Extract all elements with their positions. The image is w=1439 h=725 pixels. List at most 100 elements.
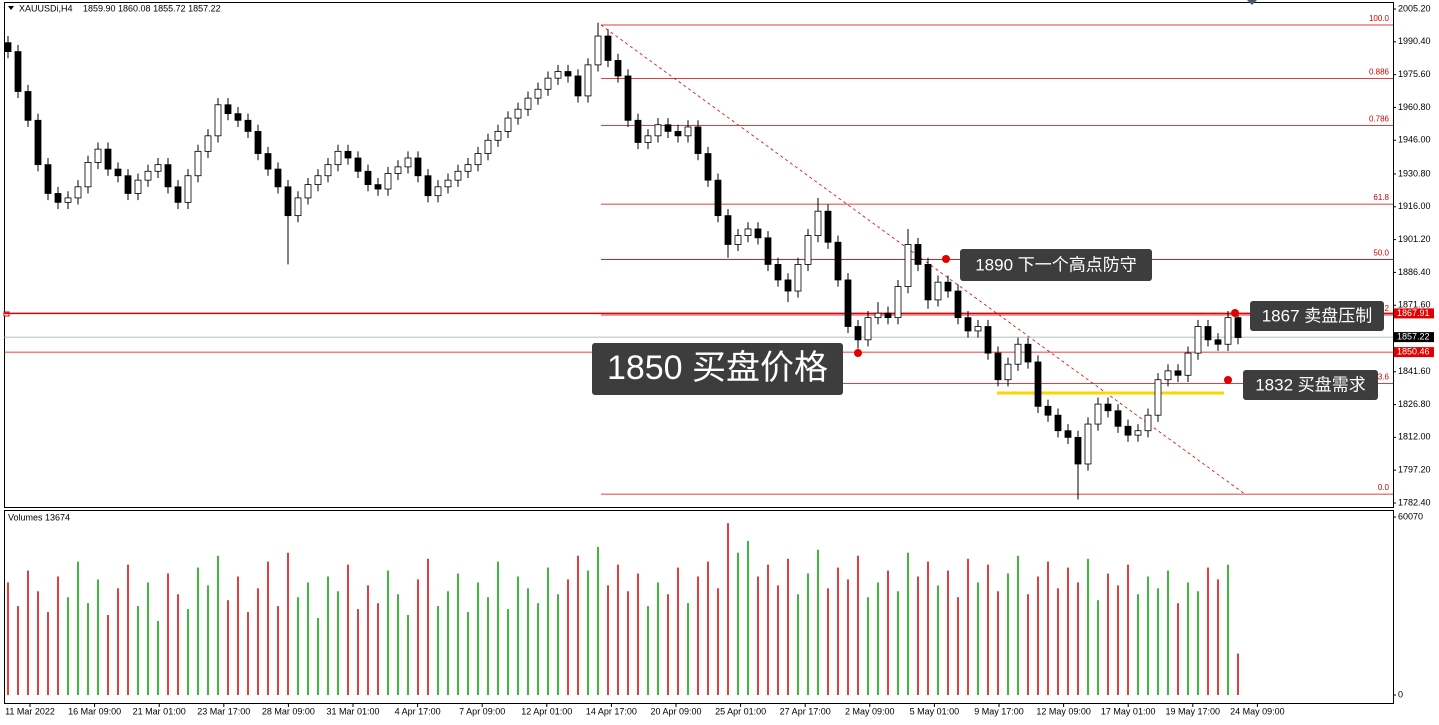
x-tick-label: 14 Apr 17:00 — [586, 706, 637, 716]
candle-body — [434, 186, 442, 197]
candle-body — [734, 235, 742, 245]
candle-body — [1224, 317, 1232, 345]
candle-body — [664, 124, 672, 132]
candle-body — [184, 175, 192, 203]
candle-body — [454, 170, 462, 181]
candle-body — [774, 264, 782, 281]
y-tick-label: 1990.40 — [1398, 36, 1431, 46]
annotation-box — [592, 343, 843, 395]
candle-body — [904, 244, 912, 287]
candle-body — [624, 75, 632, 121]
x-tick-label: 23 Mar 17:00 — [197, 706, 250, 716]
candle-body — [654, 124, 662, 137]
candle-body — [974, 326, 982, 332]
candle-body — [1154, 379, 1162, 416]
x-tick-label: 12 Apr 01:00 — [521, 706, 572, 716]
x-tick-label: 16 Mar 09:00 — [68, 706, 121, 716]
candle-body — [894, 286, 902, 319]
annotation-dot — [942, 255, 950, 263]
annotation-text: 1850 买盘价格 — [607, 349, 828, 387]
candle-body — [504, 117, 512, 132]
candle-body — [1144, 414, 1152, 432]
candle-body — [74, 186, 82, 199]
y-tick-label: 1916.00 — [1398, 201, 1431, 211]
candle-body — [264, 153, 272, 170]
candle-body — [4, 42, 12, 52]
candle-body — [334, 150, 342, 166]
candle-body — [1104, 403, 1112, 412]
candle-body — [514, 108, 522, 119]
candle-body — [604, 35, 612, 61]
candle-body — [1134, 430, 1142, 436]
candle-body — [844, 279, 852, 327]
annotation-box — [1243, 370, 1378, 400]
candle-body — [684, 126, 692, 137]
candle-body — [574, 75, 582, 97]
x-tick-label: 31 Mar 01:00 — [326, 706, 379, 716]
fib-label: 0.886 — [1369, 68, 1390, 77]
candle-body — [1044, 405, 1052, 416]
y-tick-label: 2005.20 — [1398, 3, 1431, 13]
price-tag-label: 1850.46 — [1397, 346, 1430, 356]
y-tick-label: 1901.20 — [1398, 234, 1431, 244]
candle-body — [834, 241, 842, 281]
fib-label: 50.0 — [1373, 249, 1389, 258]
y-tick-label: 1930.80 — [1398, 168, 1431, 178]
candle-body — [754, 228, 762, 239]
candle-body — [324, 164, 332, 177]
annotation-box — [960, 249, 1152, 281]
fib-label: 23.6 — [1373, 373, 1389, 382]
x-tick-label: 28 Mar 09:00 — [262, 706, 315, 716]
candle-body — [884, 312, 892, 319]
candle-body — [274, 168, 282, 188]
price-tag-label: 1867.91 — [1397, 308, 1430, 318]
fib-label: 100.0 — [1369, 14, 1390, 23]
candle-body — [954, 290, 962, 319]
candle-body — [384, 173, 392, 190]
annotation-text: 1867 卖盘压制 — [1262, 306, 1373, 325]
candle-body — [64, 197, 72, 203]
volume-title: Volumes 13674 — [8, 512, 70, 522]
candle-body — [1184, 352, 1192, 376]
candle-body — [14, 51, 22, 92]
candle-body — [564, 71, 572, 77]
annotation-dot — [1231, 309, 1239, 317]
candle-body — [284, 186, 292, 217]
candle-body — [934, 281, 942, 301]
y-tick-label: 1960.80 — [1398, 102, 1431, 112]
candle-body — [964, 317, 972, 332]
trend-line — [600, 24, 1246, 495]
candle-body — [1164, 370, 1172, 381]
candle-body — [1214, 339, 1222, 345]
ohlc-readout: 1859.90 1860.08 1855.72 1857.22 — [83, 3, 221, 13]
candle-body — [614, 60, 622, 77]
fib-label: 61.8 — [1373, 193, 1389, 202]
candle-body — [914, 244, 922, 265]
x-tick-label: 24 May 09:00 — [1230, 706, 1285, 716]
x-tick-label: 25 Apr 01:00 — [715, 706, 766, 716]
candle-body — [584, 64, 592, 97]
candle-body — [44, 164, 52, 194]
candle-body — [154, 164, 162, 172]
candle-body — [414, 157, 422, 177]
candle-body — [314, 175, 322, 186]
candle-body — [354, 157, 362, 172]
candle-body — [374, 184, 382, 190]
menu-arrow — [8, 6, 14, 10]
candle-body — [464, 164, 472, 172]
x-tick-label: 2 May 09:00 — [845, 706, 895, 716]
candle-body — [234, 113, 242, 121]
candle-body — [1024, 343, 1032, 363]
x-tick-label: 9 May 17:00 — [974, 706, 1024, 716]
price-tag-label: 1857.22 — [1397, 331, 1430, 341]
annotation-text: 1832 买盘需求 — [1255, 375, 1366, 394]
candle-body — [474, 153, 482, 166]
y-tick-label: 1946.00 — [1398, 135, 1431, 145]
price-tag — [1394, 332, 1434, 343]
candle-body — [404, 157, 412, 168]
x-tick-label: 11 Mar 2022 — [5, 706, 55, 716]
candle-body — [114, 168, 122, 177]
candle-body — [24, 91, 32, 121]
y-tick-label: 1826.80 — [1398, 399, 1431, 409]
